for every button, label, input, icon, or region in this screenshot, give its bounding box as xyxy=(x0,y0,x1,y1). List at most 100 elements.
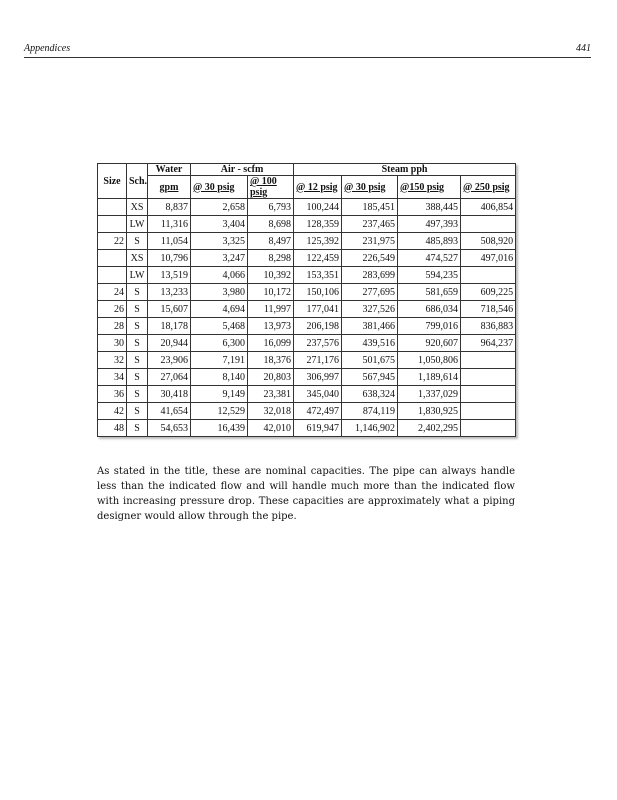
table-cell: 231,975 xyxy=(341,232,399,250)
table-row: 34 S 27,064 8,140 20,803 306,997 567,945 1,189,… xyxy=(97,368,517,386)
table-cell: 1,337,029 xyxy=(397,385,462,403)
table-cell xyxy=(460,266,517,284)
table-cell: 125,392 xyxy=(293,232,343,250)
table-cell: 34 xyxy=(97,368,127,386)
table-cell: 153,351 xyxy=(293,266,343,284)
table-cell: 22 xyxy=(97,232,127,250)
table-row: 48 S 54,653 16,439 42,010 619,947 1,146,902 2,4… xyxy=(97,419,517,437)
table-cell: 3,404 xyxy=(190,215,248,233)
header-steam-250: @ 250 psig xyxy=(460,175,517,199)
table-cell: 18,376 xyxy=(246,351,295,369)
table-cell: 345,040 xyxy=(293,385,343,403)
header-air-100: @ 100 psig xyxy=(246,175,295,199)
table-cell: XS xyxy=(126,249,148,267)
table-cell: S xyxy=(126,317,148,335)
table-cell: 27,064 xyxy=(147,368,191,386)
table-cell xyxy=(97,266,127,284)
table-cell: S xyxy=(126,402,148,420)
header-steam-12: @ 12 psig xyxy=(293,175,343,199)
header-water-unit: gpm xyxy=(147,175,191,199)
header-water: Water xyxy=(147,163,191,176)
table-cell: 8,497 xyxy=(246,232,295,250)
pipe-capacity-table: Size Sch. Water Air - scfm Steam pph gpm… xyxy=(97,163,517,437)
table-cell: 23,381 xyxy=(246,385,295,403)
table-cell: S xyxy=(126,283,148,301)
table-cell xyxy=(460,419,517,437)
table-cell xyxy=(97,215,127,233)
table-cell: 36 xyxy=(97,385,127,403)
table-cell: 32 xyxy=(97,351,127,369)
table-cell: 100,244 xyxy=(293,198,343,216)
table-cell: 406,854 xyxy=(460,198,517,216)
table-cell: 237,576 xyxy=(293,334,343,352)
table-cell xyxy=(460,351,517,369)
header-air-30: @ 30 psig xyxy=(190,175,248,199)
table-cell: S xyxy=(126,419,148,437)
table-cell: 11,997 xyxy=(246,300,295,318)
table-row: LW 11,316 3,404 8,698 128,359 237,465 497,393 xyxy=(97,215,517,233)
header-steam-30: @ 30 psig xyxy=(341,175,399,199)
table-cell: 177,041 xyxy=(293,300,343,318)
table-cell: 439,516 xyxy=(341,334,399,352)
table-cell: S xyxy=(126,351,148,369)
table-row: XS 8,837 2,658 6,793 100,244 185,451 388,445 40… xyxy=(97,198,517,216)
table-cell: 472,497 xyxy=(293,402,343,420)
table-cell: 42,010 xyxy=(246,419,295,437)
table-cell: 271,176 xyxy=(293,351,343,369)
table-cell: 3,247 xyxy=(190,249,248,267)
table-cell: 15,607 xyxy=(147,300,191,318)
table-cell: 24 xyxy=(97,283,127,301)
table-row: LW 13,519 4,066 10,392 153,351 283,699 594,235 xyxy=(97,266,517,284)
header-sch: Sch. xyxy=(126,163,148,199)
table-cell: 1,189,614 xyxy=(397,368,462,386)
table-cell: 306,997 xyxy=(293,368,343,386)
table-cell: 964,237 xyxy=(460,334,517,352)
table-row: 28 S 18,178 5,468 13,973 206,198 381,466 799,01… xyxy=(97,317,517,335)
table-row: XS 10,796 3,247 8,298 122,459 226,549 474,527 4… xyxy=(97,249,517,267)
table-cell: 874,119 xyxy=(341,402,399,420)
table-cell: 206,198 xyxy=(293,317,343,335)
table-cell: 13,233 xyxy=(147,283,191,301)
table-cell: 150,106 xyxy=(293,283,343,301)
table-cell: 20,803 xyxy=(246,368,295,386)
table-cell: 20,944 xyxy=(147,334,191,352)
table-cell: 497,393 xyxy=(397,215,462,233)
table-cell: 594,235 xyxy=(397,266,462,284)
table-cell: 6,300 xyxy=(190,334,248,352)
table-cell: S xyxy=(126,334,148,352)
table-row: 22 S 11,054 3,325 8,497 125,392 231,975 485,893… xyxy=(97,232,517,250)
table-row: 24 S 13,233 3,980 10,172 150,106 277,695 581,65… xyxy=(97,283,517,301)
table-cell: 3,980 xyxy=(190,283,248,301)
table-cell: 9,149 xyxy=(190,385,248,403)
table-cell: 1,830,925 xyxy=(397,402,462,420)
table-cell: 185,451 xyxy=(341,198,399,216)
table-cell: 6,793 xyxy=(246,198,295,216)
table-cell: 11,054 xyxy=(147,232,191,250)
table-cell: 7,191 xyxy=(190,351,248,369)
table-cell: 42 xyxy=(97,402,127,420)
header-air: Air - scfm xyxy=(189,163,295,176)
table-cell: 41,654 xyxy=(147,402,191,420)
table-cell: 16,099 xyxy=(246,334,295,352)
table-cell: 277,695 xyxy=(341,283,399,301)
table-cell: 122,459 xyxy=(293,249,343,267)
table-cell: 718,546 xyxy=(460,300,517,318)
table-cell: 1,050,806 xyxy=(397,351,462,369)
header-rule xyxy=(24,57,591,58)
table-cell xyxy=(97,198,127,216)
table-cell: 28 xyxy=(97,317,127,335)
table-cell: XS xyxy=(126,198,148,216)
table-cell: 30 xyxy=(97,334,127,352)
table-cell: 30,418 xyxy=(147,385,191,403)
table-cell: 13,973 xyxy=(246,317,295,335)
table-cell xyxy=(460,385,517,403)
header-size: Size xyxy=(97,163,127,199)
table-cell: 2,402,295 xyxy=(397,419,462,437)
table-cell: 10,172 xyxy=(246,283,295,301)
table-cell: 8,837 xyxy=(147,198,191,216)
table-cell: 619,947 xyxy=(293,419,343,437)
table-cell: 8,698 xyxy=(246,215,295,233)
table-cell: 10,392 xyxy=(246,266,295,284)
table-cell: 128,359 xyxy=(293,215,343,233)
table-cell: 2,658 xyxy=(190,198,248,216)
